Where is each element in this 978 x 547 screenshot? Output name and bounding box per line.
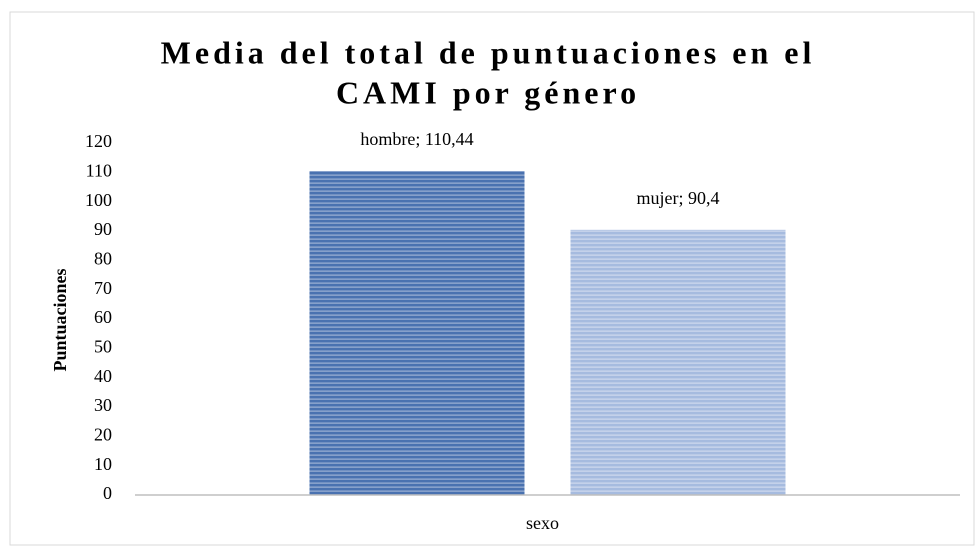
data-label: mujer; 90,4	[637, 188, 720, 208]
y-tick-label: 120	[85, 131, 112, 151]
data-label: hombre; 110,44	[360, 129, 473, 149]
y-tick-label: 70	[94, 278, 112, 298]
y-tick-label: 110	[86, 160, 112, 180]
y-tick-label: 80	[94, 248, 112, 268]
y-tick-label: 100	[85, 190, 112, 210]
x-axis-label: sexo	[526, 513, 559, 533]
y-tick-label: 60	[94, 307, 112, 327]
y-tick-label: 30	[94, 395, 112, 415]
y-axis-label: Puntuaciones	[50, 268, 70, 371]
y-tick-label: 10	[94, 454, 112, 474]
y-tick-label: 40	[94, 366, 112, 386]
chart-title: CAMI por género	[336, 74, 640, 110]
bar	[309, 171, 525, 495]
y-tick-label: 0	[103, 483, 112, 503]
y-tick-label: 50	[94, 336, 112, 356]
y-tick-label: 90	[94, 219, 112, 239]
chart-title: Media del total de puntuaciones en el	[161, 34, 816, 70]
y-tick-label: 20	[94, 424, 112, 444]
bar	[570, 229, 786, 495]
